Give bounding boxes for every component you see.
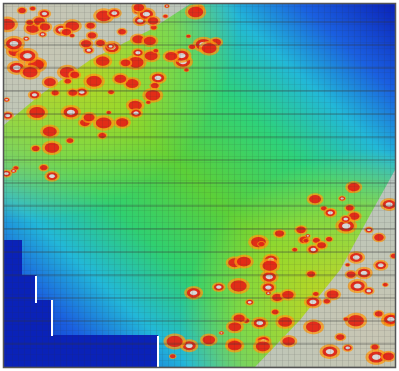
frame xyxy=(2,2,397,369)
row-separators xyxy=(4,21,395,345)
mesh xyxy=(4,4,395,367)
